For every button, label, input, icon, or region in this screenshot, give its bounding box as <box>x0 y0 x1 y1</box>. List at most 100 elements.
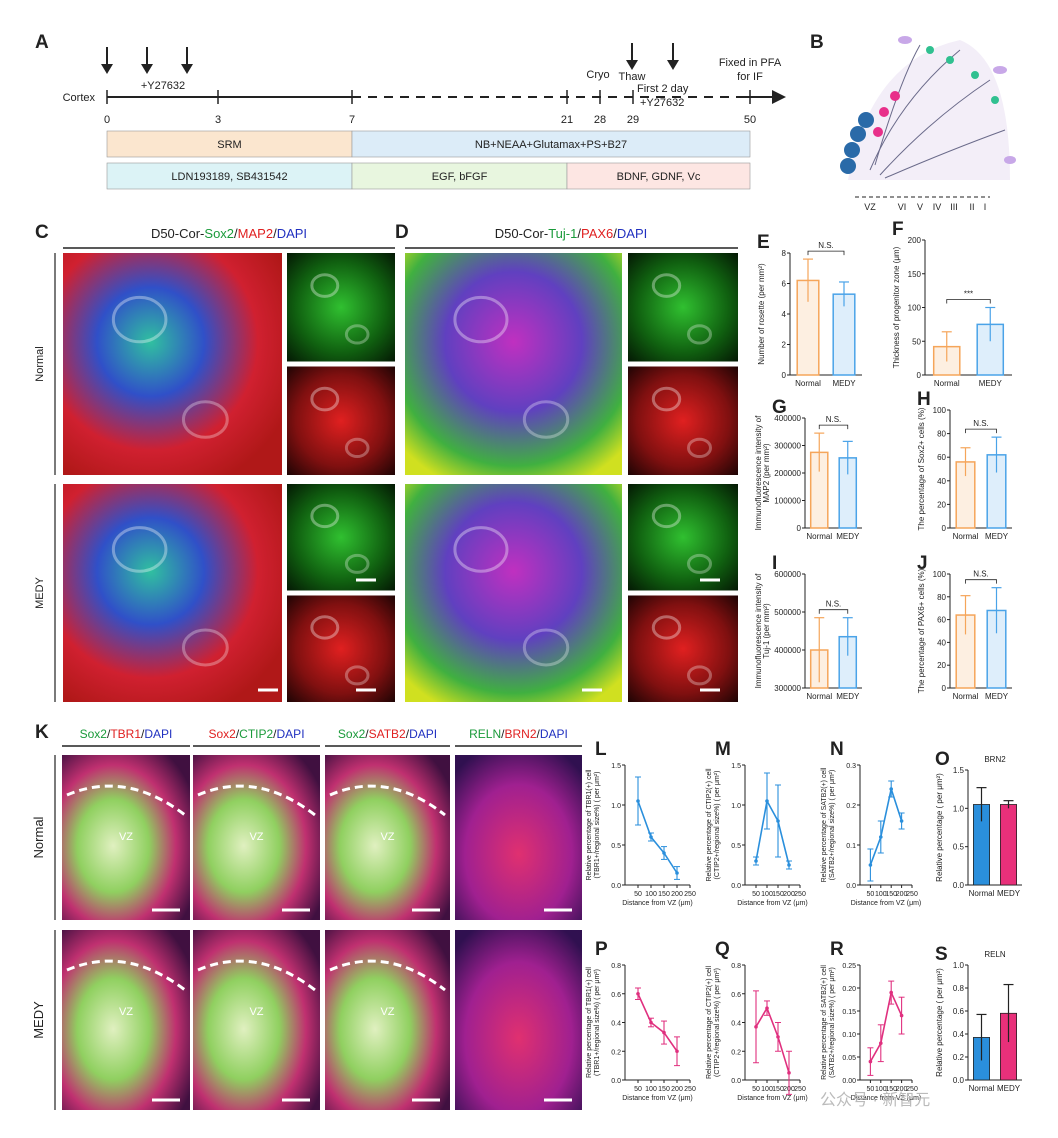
y-tick-label: 200 <box>908 236 922 245</box>
title-part: / <box>107 727 111 741</box>
y-axis-label: Relative percentage of CTIP2(+) cell <box>706 966 713 1079</box>
data-point <box>754 1025 758 1029</box>
title-part: Tuj-1 <box>548 226 577 241</box>
data-line <box>869 990 903 1062</box>
y-axis-label: (SATB2+/regional size%) ( per μm²) <box>829 770 836 881</box>
layer-label: I <box>984 202 987 212</box>
arrow-head <box>667 60 679 70</box>
x-tick-label: MEDY <box>997 1084 1021 1093</box>
y-tick-label: 0.0 <box>731 1078 741 1085</box>
cell <box>946 56 954 64</box>
medium-label: NB+NEAA+Glutamax+PS+B27 <box>475 139 627 151</box>
vz-label: VZ <box>119 1006 133 1018</box>
rosette <box>310 615 340 640</box>
vz-boundary <box>197 959 316 992</box>
panel-letter: N <box>830 739 844 760</box>
rosette <box>687 665 712 686</box>
panel-letter: J <box>917 553 928 574</box>
y-tick-label: 400000 <box>774 646 801 655</box>
radial-fiber <box>884 129 1006 179</box>
title-part: / <box>234 226 238 241</box>
x-tick-label: 50 <box>752 1086 760 1093</box>
x-tick-label: Normal <box>934 379 960 388</box>
merge-image <box>63 484 282 702</box>
timeline-note: Cryo <box>586 69 609 81</box>
rosette <box>111 526 168 573</box>
data-point <box>868 863 873 867</box>
micrograph <box>62 930 190 1110</box>
panel-letter: S <box>935 944 948 965</box>
title-part: DAPI <box>617 226 647 241</box>
y-tick-label: 0.6 <box>611 992 621 999</box>
x-tick-label: 200 <box>671 891 683 898</box>
y-axis-label: MAP2 (per mm²) <box>762 443 771 502</box>
x-tick-label: 250 <box>906 1086 918 1093</box>
x-tick-label: 50 <box>752 891 760 898</box>
data-point <box>776 1035 780 1039</box>
panel-letter: H <box>917 389 931 410</box>
x-axis-label: Distance from VZ (μm) <box>851 1095 922 1102</box>
colored-title: Sox2/SATB2/DAPI <box>338 727 437 741</box>
rosette <box>651 273 682 298</box>
cell <box>971 71 979 79</box>
y-tick-label: 80 <box>937 430 946 439</box>
factor-label: EGF, bFGF <box>432 171 488 183</box>
y-tick-label: 60 <box>937 616 946 625</box>
y-tick-label: 60 <box>937 453 946 462</box>
y-tick-label: 80 <box>937 593 946 602</box>
timeline-arrow <box>772 90 786 104</box>
y-tick-label: 1.0 <box>953 961 965 970</box>
diagram-fan <box>848 40 1010 180</box>
y-tick-label: 500000 <box>774 608 801 617</box>
rosette <box>522 628 570 667</box>
panel-letter: L <box>595 739 607 760</box>
data-point <box>636 799 640 803</box>
y-tick-label: 0.0 <box>953 1076 965 1085</box>
x-tick-label: 250 <box>684 891 696 898</box>
vz-label: VZ <box>249 1006 263 1018</box>
x-tick-label: Normal <box>953 692 979 701</box>
arrow-head <box>101 64 113 74</box>
y-tick-label: 2 <box>782 341 787 350</box>
title-part: DAPI <box>277 727 305 741</box>
x-tick-label: MEDY <box>836 532 860 541</box>
title-part: / <box>501 727 505 741</box>
rosette <box>687 324 712 345</box>
x-axis-label: Distance from VZ (μm) <box>737 1095 808 1102</box>
y-tick-label: 0.20 <box>842 986 856 993</box>
y-axis-label: Relative percentage of TBR1(+) cell <box>586 769 593 880</box>
x-tick-label: MEDY <box>979 379 1003 388</box>
watermark: 公众号 · 新智元 <box>820 1091 930 1109</box>
arrow-head <box>181 64 193 74</box>
merge-image <box>63 253 282 475</box>
data-point <box>649 835 653 839</box>
timeline-end: for IF <box>737 71 763 83</box>
data-point <box>868 1059 873 1064</box>
day-label: 50 <box>744 114 756 126</box>
title-part: / <box>406 727 410 741</box>
y-tick-label: 100 <box>933 406 947 415</box>
x-tick-label: 100 <box>875 891 887 898</box>
bar <box>1000 804 1018 886</box>
timeline-end: Fixed in PFA <box>719 57 782 69</box>
day-label: 7 <box>349 114 355 126</box>
data-point <box>776 819 780 823</box>
x-tick-label: 50 <box>634 891 642 898</box>
y-tick-label: 0.4 <box>611 1021 621 1028</box>
data-point <box>765 1006 769 1010</box>
green-channel-image <box>628 253 738 362</box>
x-tick-label: 150 <box>772 891 784 898</box>
y-tick-label: 0.2 <box>953 1053 965 1062</box>
y-axis-label: Relative percentage ( per μm²) <box>935 968 944 1077</box>
timeline-note: +Y27632 <box>640 97 684 109</box>
y-tick-label: 0.0 <box>611 883 621 890</box>
y-tick-label: 0.8 <box>731 963 741 970</box>
panel-letter: Q <box>715 939 730 960</box>
y-tick-label: 40 <box>937 638 946 647</box>
x-tick-label: MEDY <box>832 379 856 388</box>
y-tick-label: 1.0 <box>953 804 965 813</box>
y-tick-label: 0.15 <box>842 1009 856 1016</box>
x-tick-label: 100 <box>761 1086 773 1093</box>
cell <box>1004 156 1016 164</box>
y-tick-label: 0.0 <box>846 883 856 890</box>
